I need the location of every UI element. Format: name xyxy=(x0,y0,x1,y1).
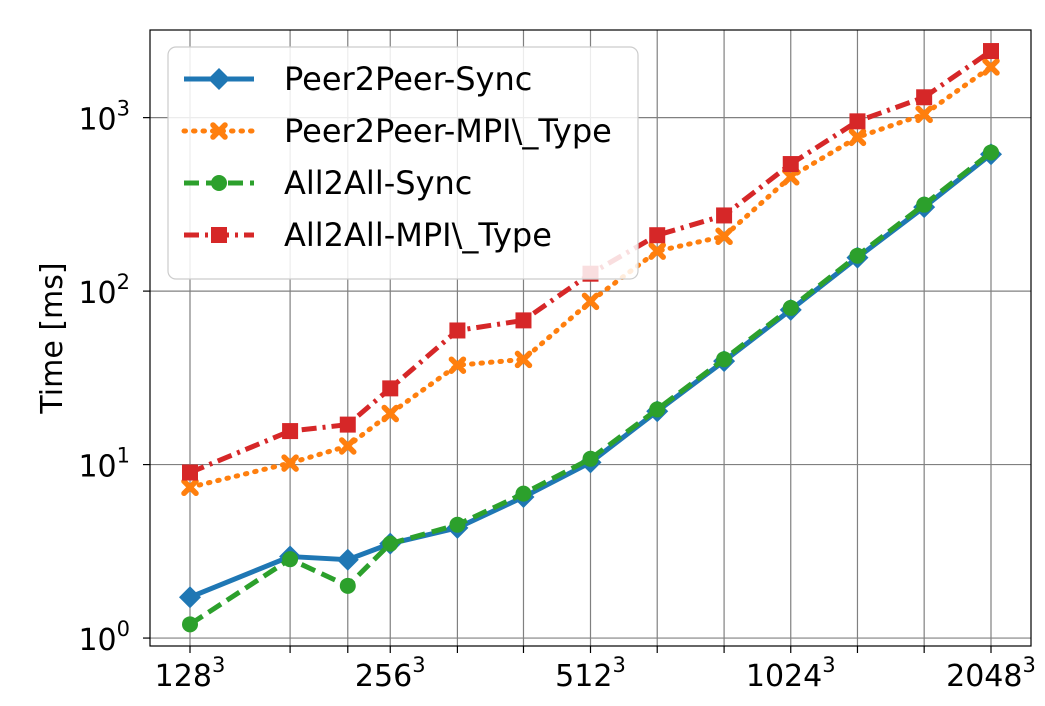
legend-box xyxy=(167,46,639,280)
data-point-stroke xyxy=(648,242,666,260)
data-point xyxy=(182,616,198,633)
data-point xyxy=(449,322,466,339)
legend: Peer2Peer-Sync Peer2Peer-MPI\_Type All2All… xyxy=(167,46,639,280)
series-all2all-sync xyxy=(182,144,999,633)
data-point xyxy=(649,401,666,418)
data-point xyxy=(514,350,533,369)
data-point-stroke xyxy=(915,105,933,124)
data-point xyxy=(182,464,198,481)
data-point xyxy=(339,416,356,433)
data-point xyxy=(211,227,227,243)
data-point xyxy=(716,207,733,224)
y-tick-label: 103 xyxy=(78,97,130,138)
data-point-stroke xyxy=(181,478,199,497)
data-point xyxy=(916,196,933,213)
x-tick-label: 5123 xyxy=(555,653,626,694)
data-point-stroke xyxy=(782,168,800,186)
data-point-stroke xyxy=(982,58,1000,76)
y-tick-label: 100 xyxy=(78,617,130,658)
x-tick-label: 1283 xyxy=(155,653,226,694)
legend-entry: Peer2Peer-MPI\_Type xyxy=(181,112,612,150)
data-point xyxy=(581,292,600,311)
data-point xyxy=(915,105,933,124)
series-peer2peer-mpi-type xyxy=(181,58,1000,497)
data-point xyxy=(282,423,299,440)
y-tick-label: 101 xyxy=(78,444,130,485)
data-point xyxy=(282,551,299,568)
x-tick-label: 20483 xyxy=(946,653,1036,694)
legend-label: Peer2Peer-Sync xyxy=(284,60,532,98)
data-point-stroke xyxy=(381,404,399,423)
data-point xyxy=(849,113,866,130)
data-point xyxy=(849,247,866,264)
data-point-stroke xyxy=(848,128,867,147)
data-point xyxy=(916,89,933,106)
data-point xyxy=(382,535,399,552)
data-point xyxy=(448,356,467,374)
data-point-stroke xyxy=(581,292,600,311)
legend-entry: All2All-MPI\_Type xyxy=(184,216,552,254)
y-axis-label: Time [ms] xyxy=(35,262,70,414)
data-point xyxy=(179,586,201,609)
legend-entry: All2All-Sync xyxy=(184,164,472,202)
legend-label: All2All-Sync xyxy=(284,164,472,202)
data-point xyxy=(382,380,399,397)
legend-entry: Peer2Peer-Sync xyxy=(184,60,532,98)
data-point-stroke xyxy=(514,350,533,369)
data-point xyxy=(339,577,356,594)
data-point xyxy=(983,43,999,60)
data-point xyxy=(281,454,299,472)
data-point xyxy=(782,299,799,316)
data-point xyxy=(181,478,199,497)
data-point-stroke xyxy=(448,356,467,374)
legend-label: All2All-MPI\_Type xyxy=(284,216,552,254)
data-point xyxy=(211,175,227,191)
data-point-stroke xyxy=(339,437,357,455)
data-point xyxy=(715,227,733,246)
data-point xyxy=(716,351,733,368)
data-point xyxy=(515,312,532,329)
data-point xyxy=(582,450,599,467)
data-point-stroke xyxy=(281,454,299,472)
data-point xyxy=(649,227,666,244)
data-point xyxy=(381,404,399,423)
data-point xyxy=(210,122,228,140)
data-point xyxy=(983,144,999,161)
data-point-stroke xyxy=(210,122,228,140)
x-tick-label: 2563 xyxy=(355,653,426,694)
data-point xyxy=(208,68,230,90)
data-point xyxy=(648,242,666,260)
data-point xyxy=(449,516,466,533)
data-point xyxy=(982,58,1000,76)
data-point-stroke xyxy=(715,227,733,246)
data-point xyxy=(515,485,532,502)
data-point xyxy=(848,128,867,147)
data-point xyxy=(336,548,359,571)
legend-label: Peer2Peer-MPI\_Type xyxy=(284,112,612,150)
data-point xyxy=(339,437,357,455)
data-point xyxy=(782,156,799,173)
y-tick-label: 102 xyxy=(78,270,130,311)
data-point xyxy=(782,168,800,186)
ticks: 100 101 102 103 1283 2563 5123 10243 20483 xyxy=(78,97,1035,694)
x-tick-label: 10243 xyxy=(746,653,836,694)
